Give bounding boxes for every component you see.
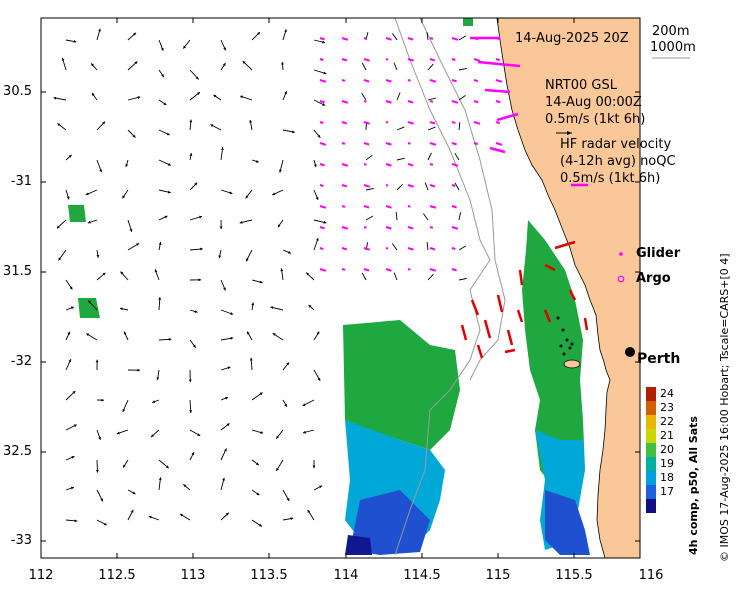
x-tick-label: 114.5 [403,568,441,583]
perth-marker [625,347,635,357]
land-mass [496,17,641,559]
x-tick-label: 112.5 [98,568,136,583]
sst-layer [68,18,590,555]
nrt-label: NRT00 GSL [545,78,617,93]
x-tick-label: 115 [485,568,511,583]
colorbar-tick-label: 19 [660,457,674,470]
isobaths [394,17,506,556]
nrt-scale: 0.5m/s (1kt 6h) [545,112,646,127]
plot-frame [40,17,641,559]
colorbar-tick-label: 24 [660,387,674,400]
perth-label: Perth [637,351,681,367]
x-tick-label: 113.5 [250,568,288,583]
x-tick-label: 116 [638,568,664,583]
colorbar-tick-label: 23 [660,401,674,414]
x-tick-label: 114 [333,568,359,583]
timestamp-label: 14-Aug-2025 20Z [515,31,629,46]
glider-legend-label: Glider [636,246,681,261]
x-tick-label: 115.5 [555,568,593,583]
axis-ticks [40,18,640,558]
glider-track [556,316,574,356]
y-tick-label: -32 [10,354,32,369]
hf-radar-vectors [460,240,589,359]
credit-text: © IMOS 17-Aug-2025 16:00 Hobart; Tscale=… [718,253,731,562]
y-tick-label: -31 [10,174,32,189]
colorbar-tick-label: 22 [660,415,674,428]
hf-scale: 0.5m/s (1kt 6h) [560,171,661,186]
colorbar [646,387,656,513]
x-tick-label: 113 [180,568,206,583]
nrt-vectors [319,36,521,272]
colorbar-tick-label: 18 [660,471,674,484]
x-tick-label: 112 [28,568,54,583]
colorbar-tick-label: 21 [660,429,674,442]
nrt-time: 14-Aug 00:00Z [545,95,642,110]
hf-title: HF radar velocity [560,137,672,152]
glider-legend-icon [619,252,623,256]
y-tick-label: -33 [10,533,32,548]
hf-sub: (4-12h avg) noQC [560,154,676,169]
colorbar-title: 4h comp, p50, All Sats [687,416,700,555]
argo-legend-icon [617,275,625,283]
y-tick-label: 31.5 [3,264,32,279]
argo-legend-label: Argo [636,271,671,286]
depth-legend-200: 200m [652,24,690,39]
y-tick-label: 30.5 [3,84,32,99]
colorbar-tick-label: 20 [660,443,674,456]
y-tick-label: 32.5 [3,444,32,459]
island [563,359,581,369]
colorbar-tick-label: 17 [660,485,674,498]
depth-legend-1000: 1000m [650,40,696,55]
current-vectors [53,28,467,527]
